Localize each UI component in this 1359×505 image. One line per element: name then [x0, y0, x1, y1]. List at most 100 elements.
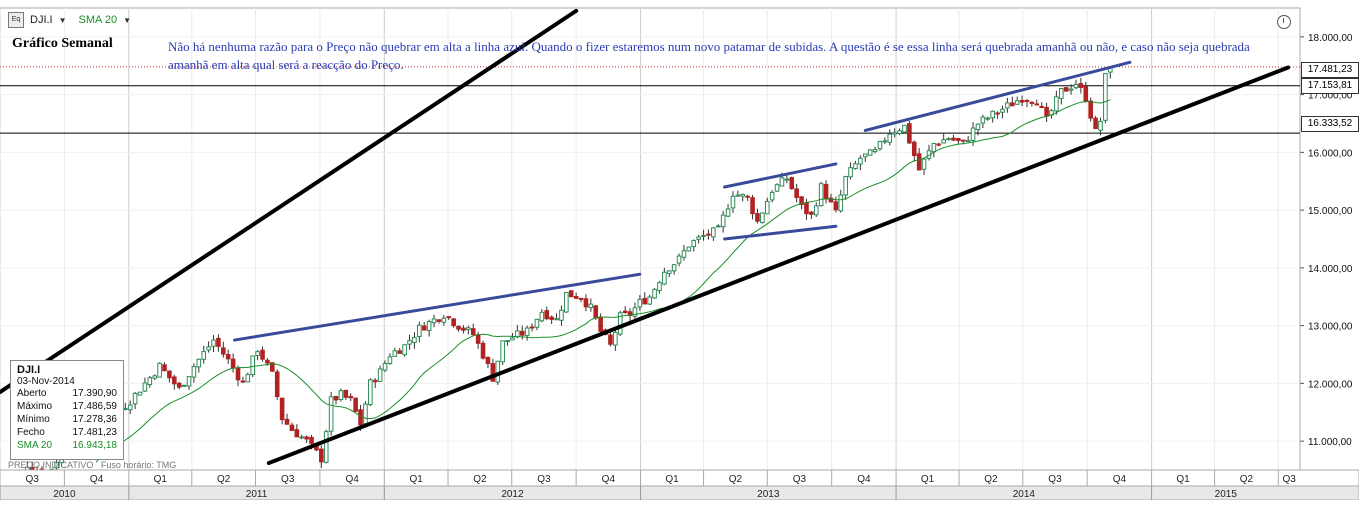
candle	[804, 202, 809, 215]
candle	[475, 334, 481, 344]
x-tick-label: Q4	[602, 474, 616, 485]
candle	[975, 123, 981, 131]
candle	[769, 191, 775, 201]
candle	[1083, 86, 1089, 102]
candle	[1093, 117, 1098, 130]
chevron-down-icon[interactable]: ▼	[58, 15, 67, 25]
candle	[838, 194, 844, 212]
candle	[1034, 103, 1040, 106]
symbol-selector[interactable]: DJI.I	[30, 14, 53, 26]
candle	[274, 371, 280, 398]
info-label: SMA 20	[17, 440, 53, 451]
clock-icon[interactable]	[1277, 15, 1291, 29]
candle	[235, 367, 241, 381]
candle	[823, 183, 829, 200]
info-value: 16.943,18	[72, 440, 118, 451]
candle	[872, 149, 878, 153]
candle	[833, 201, 839, 211]
candle	[162, 364, 167, 372]
info-label: Fecho	[17, 427, 45, 438]
candle	[559, 309, 564, 321]
x-tick-label: Q4	[345, 474, 359, 485]
candle	[956, 138, 961, 141]
candle	[980, 116, 986, 124]
candle	[289, 424, 295, 431]
candle	[1044, 106, 1049, 117]
blue-trendline	[233, 272, 642, 342]
candle	[916, 153, 922, 171]
candle	[485, 356, 491, 364]
candle	[617, 312, 623, 335]
candle	[774, 184, 780, 192]
candle	[372, 379, 378, 383]
price-tag-support: 16.333,52	[1301, 116, 1359, 132]
chevron-down-icon[interactable]: ▼	[123, 15, 131, 25]
x-tick-label: Q3	[26, 474, 40, 485]
candle	[1103, 73, 1108, 121]
candle	[720, 214, 726, 228]
candle	[137, 391, 143, 396]
candle	[338, 390, 344, 401]
candle	[657, 282, 662, 292]
candle	[519, 330, 525, 336]
info-label: Máximo	[17, 401, 53, 412]
blue-trendline	[723, 224, 838, 241]
candle	[333, 396, 339, 401]
candle	[990, 110, 995, 119]
x-tick-label: Q2	[729, 474, 743, 485]
price-tag-last: 17.481,23	[1301, 62, 1359, 78]
candle	[686, 246, 692, 252]
candle	[181, 384, 187, 387]
candle	[1088, 100, 1093, 119]
info-label: Mínimo	[17, 414, 50, 425]
candle	[818, 183, 824, 207]
candle	[564, 291, 569, 313]
candle	[764, 200, 770, 215]
candle	[196, 358, 202, 368]
x-tick-label: Q4	[1113, 474, 1127, 485]
x-tick-label: Q3	[537, 474, 551, 485]
x-tick-label: Q1	[1176, 474, 1190, 485]
x-tick-label: Q4	[90, 474, 104, 485]
candle	[946, 138, 951, 141]
y-tick-label: 13.000,00	[1308, 322, 1353, 333]
candle	[760, 212, 765, 223]
info-value: 17.481,23	[72, 427, 118, 438]
timezone: Fuso horário: TMG	[100, 460, 177, 470]
candle	[960, 139, 966, 142]
candle	[407, 340, 412, 345]
candle	[294, 429, 300, 438]
candle	[843, 175, 848, 196]
x-tick-label: Q3	[1282, 474, 1296, 485]
candle	[299, 436, 305, 439]
plot-area	[0, 7, 1301, 471]
candle	[789, 177, 795, 190]
candle	[127, 404, 133, 411]
indicator-selector[interactable]: SMA 20	[78, 14, 118, 26]
candle	[216, 337, 221, 347]
candle	[622, 310, 628, 313]
candle	[701, 234, 706, 237]
candle	[941, 139, 946, 144]
candle	[245, 374, 251, 383]
candle	[1098, 120, 1103, 131]
equity-icon[interactable]: Eq	[8, 12, 24, 28]
candle	[1014, 100, 1020, 105]
candle	[965, 139, 971, 142]
candle	[132, 392, 138, 405]
candle	[853, 163, 858, 170]
candle	[1078, 83, 1084, 88]
candle	[534, 318, 540, 328]
x-tick-label: Q2	[473, 474, 487, 485]
candle	[221, 347, 226, 355]
candle	[642, 297, 648, 305]
candle	[343, 389, 349, 398]
candle	[470, 328, 476, 336]
candle	[397, 350, 403, 354]
candle	[1024, 99, 1030, 102]
price-tag-level: 17.153,81	[1301, 78, 1359, 94]
blue-trendline	[863, 60, 1132, 132]
candle	[1073, 83, 1079, 89]
candle	[1029, 101, 1035, 104]
candle	[358, 409, 363, 426]
